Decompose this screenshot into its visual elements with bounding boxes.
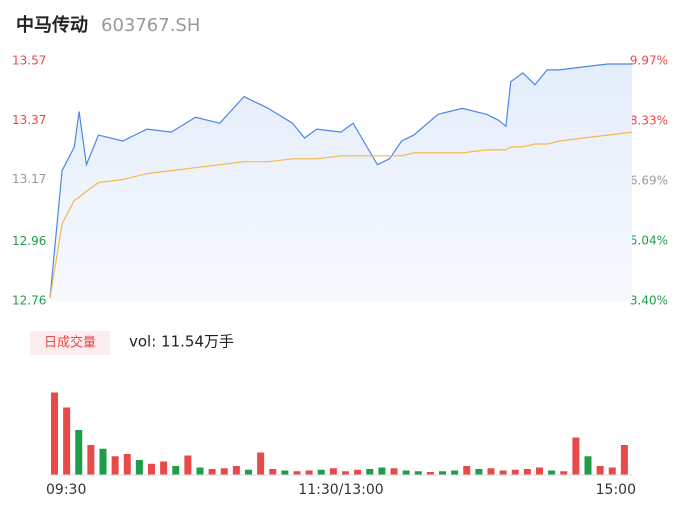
volume-bar <box>608 467 616 475</box>
y2-tick-label: 8.33% <box>630 113 668 127</box>
volume-bar <box>572 437 580 475</box>
volume-bar <box>511 469 519 475</box>
volume-bar <box>99 448 107 475</box>
volume-bar <box>439 471 446 475</box>
volume-bar <box>305 470 313 475</box>
volume-bar <box>354 469 362 475</box>
y-tick-label: 13.57 <box>12 54 46 68</box>
volume-bar <box>87 445 95 475</box>
volume-bar <box>196 467 204 475</box>
volume-bar <box>123 454 131 475</box>
volume-bar <box>523 469 531 475</box>
x-tick-label: 11:30/13:00 <box>298 482 383 498</box>
volume-tab[interactable] <box>30 331 110 355</box>
volume-bar <box>402 470 410 475</box>
price-line <box>49 63 632 299</box>
volume-bar <box>596 466 604 475</box>
price-area <box>50 64 632 301</box>
volume-bar <box>584 456 592 475</box>
volume-bar <box>257 452 265 475</box>
volume-bar <box>536 467 543 475</box>
y-tick-label: 13.17 <box>12 172 46 186</box>
volume-bar <box>329 468 337 475</box>
volume-bar <box>342 471 349 475</box>
stock-name: 中马传动 <box>16 14 88 36</box>
volume-total: vol: 11.54万手 <box>129 333 234 351</box>
y-tick-label: 12.96 <box>12 234 46 248</box>
volume-bar <box>232 466 240 475</box>
volume-bar <box>317 469 325 475</box>
volume-bar <box>208 469 216 475</box>
volume-bar <box>499 470 507 475</box>
volume-bar <box>184 455 192 475</box>
volume-bar <box>172 466 180 475</box>
y-tick-label: 12.76 <box>12 294 46 308</box>
volume-bar <box>620 445 628 475</box>
y2-tick-label: 3.40% <box>630 294 668 308</box>
volume-bar <box>378 467 386 475</box>
x-tick-label: 09:30 <box>46 482 86 498</box>
volume-bar <box>451 470 459 475</box>
volume-bar <box>220 468 228 475</box>
volume-bar <box>269 469 277 475</box>
volume-bar <box>111 456 119 475</box>
y2-tick-label: 5.04% <box>630 234 668 248</box>
y2-tick-label: 9.97% <box>630 54 668 68</box>
volume-bar <box>148 463 155 475</box>
stock-code: 603767.SH <box>101 15 200 36</box>
volume-bar <box>245 469 252 475</box>
volume-bar <box>366 469 374 475</box>
volume-bar <box>390 468 398 475</box>
volume-bar <box>560 471 568 475</box>
x-tick-label: 15:00 <box>596 482 636 498</box>
volume-bar <box>475 469 483 475</box>
volume-bar <box>51 392 58 475</box>
volume-bar <box>426 472 434 475</box>
volume-bar <box>487 468 495 475</box>
average-line <box>49 131 633 299</box>
volume-bar <box>160 461 168 475</box>
volume-title[interactable]: 日成交量 <box>44 335 96 351</box>
volume-bar <box>281 470 289 475</box>
y2-tick-label: 6.69% <box>630 173 668 187</box>
volume-bar <box>463 466 471 475</box>
volume-bar <box>135 460 143 475</box>
y-tick-label: 13.37 <box>12 113 46 127</box>
volume-bar <box>75 430 83 475</box>
volume-bar <box>548 470 556 475</box>
volume-bar <box>293 471 301 475</box>
volume-bar <box>414 471 422 475</box>
volume-bar <box>63 407 71 475</box>
